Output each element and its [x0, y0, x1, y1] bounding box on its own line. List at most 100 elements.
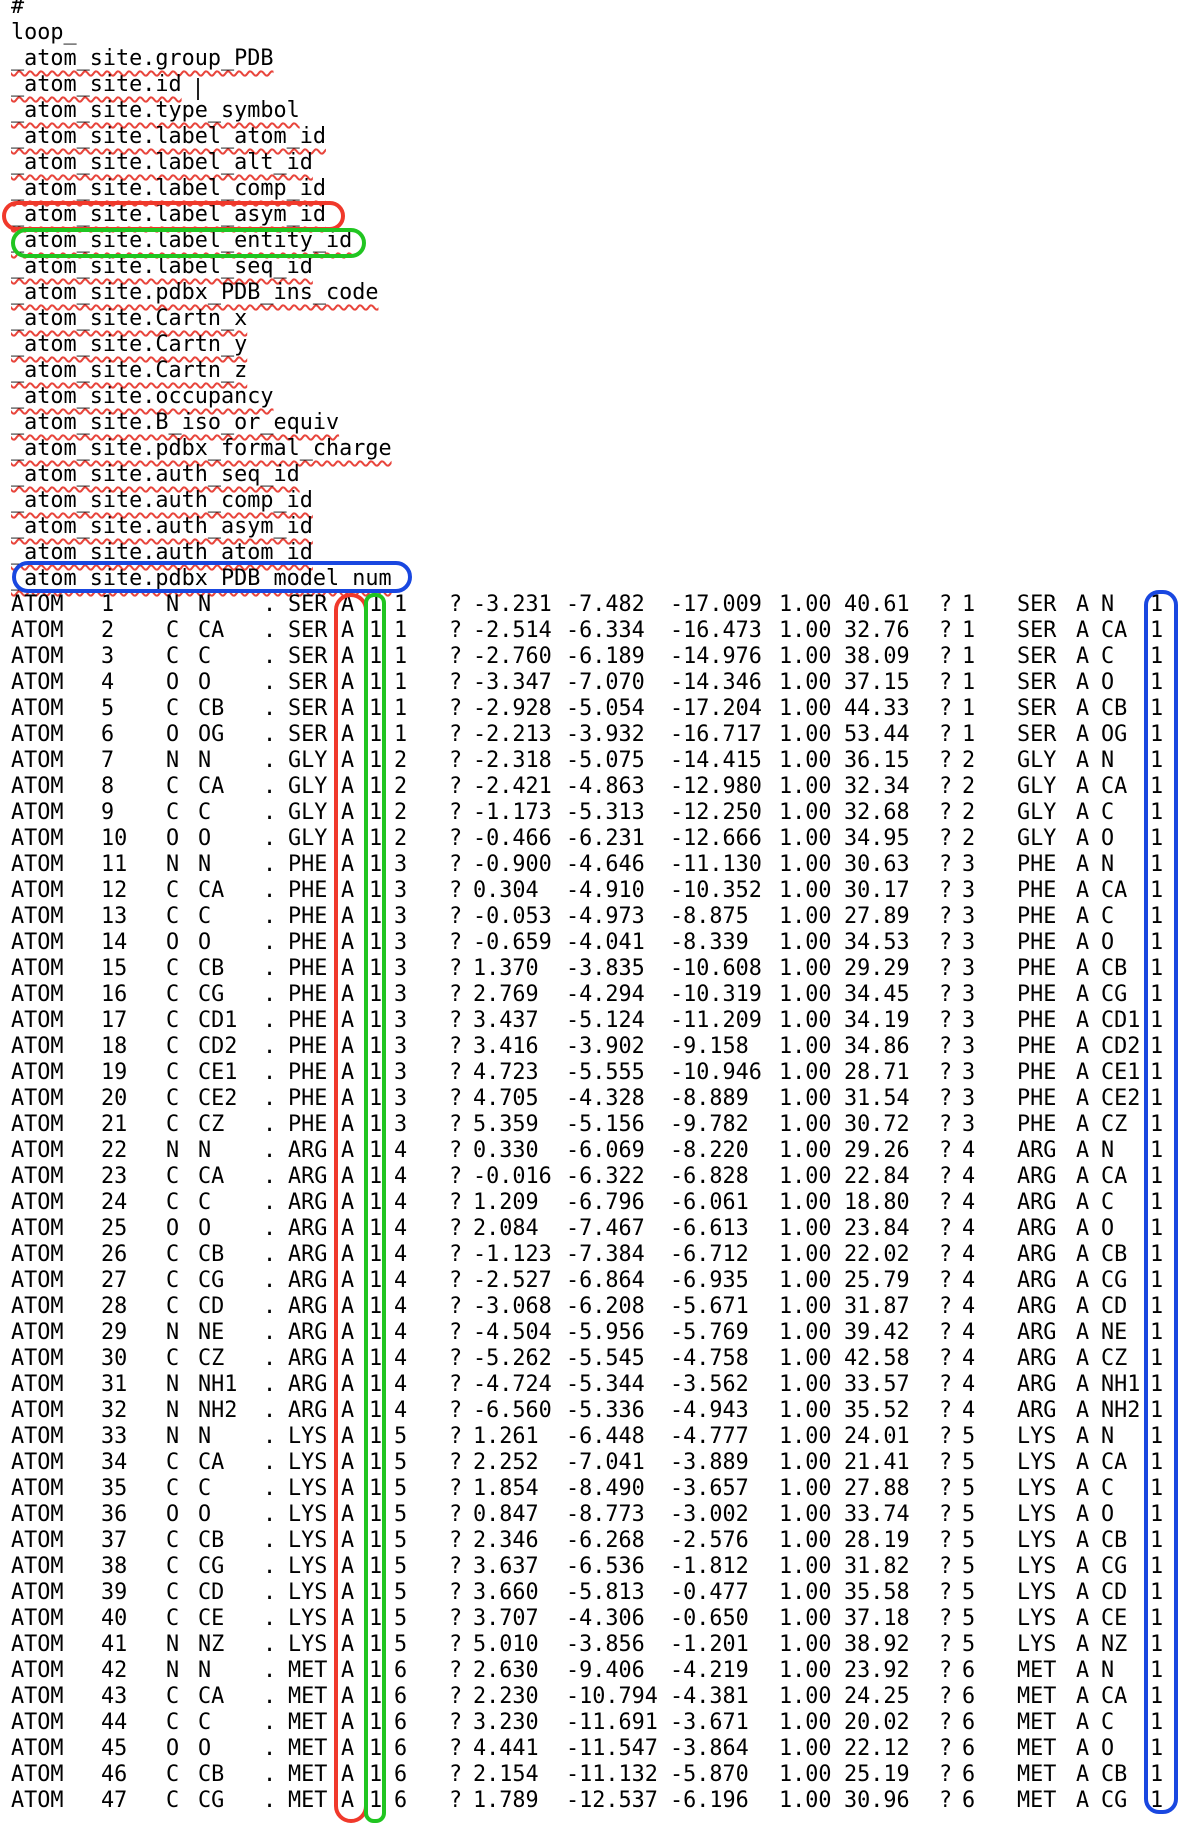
- atom-cell: 1: [394, 696, 408, 721]
- atom-cell: ?: [449, 1034, 463, 1059]
- atom-cell: PHE: [288, 852, 328, 877]
- atom-cell: .: [263, 1008, 277, 1033]
- atom-cell: CZ: [1101, 1112, 1128, 1137]
- atom-cell: 33.57: [844, 1372, 910, 1397]
- atom-cell: 1.370: [473, 956, 539, 981]
- atom-cell: 39: [101, 1580, 128, 1605]
- atom-cell: N: [198, 748, 212, 773]
- atom-cell: -3.902: [566, 1034, 645, 1059]
- atom-cell: 4: [394, 1346, 408, 1371]
- atom-cell: PHE: [288, 1086, 328, 1111]
- atom-cell: C: [166, 1710, 180, 1735]
- atom-cell: MET: [288, 1684, 328, 1709]
- atom-cell: ATOM: [11, 904, 64, 929]
- atom-cell: 22: [101, 1138, 128, 1163]
- atom-cell: 34.95: [844, 826, 910, 851]
- atom-cell: -4.973: [566, 904, 645, 929]
- tag-text: _atom_site.B_iso_or_equiv: [11, 410, 340, 435]
- atom-cell: C: [166, 1060, 180, 1085]
- atom-cell: A: [341, 1606, 355, 1631]
- atom-cell: -4.219: [670, 1658, 749, 1683]
- atom-cell: LYS: [1017, 1476, 1057, 1501]
- atom-cell: -8.220: [670, 1138, 749, 1163]
- atom-cell: 0.330: [473, 1138, 539, 1163]
- atom-cell: LYS: [288, 1450, 328, 1475]
- atom-cell: C: [1101, 1476, 1115, 1501]
- atom-cell: MET: [1017, 1710, 1057, 1735]
- atom-cell: 6: [962, 1762, 976, 1787]
- atom-cell: C: [166, 1580, 180, 1605]
- atom-cell: ?: [449, 592, 463, 617]
- atom-cell: O: [1101, 1502, 1115, 1527]
- atom-cell: -6.613: [670, 1216, 749, 1241]
- atom-cell: 5: [962, 1450, 976, 1475]
- atom-cell: A: [341, 1762, 355, 1787]
- atom-cell: GLY: [288, 774, 328, 799]
- atom-cell: ATOM: [11, 1502, 64, 1527]
- atom-cell: LYS: [288, 1580, 328, 1605]
- atom-cell: NH1: [198, 1372, 238, 1397]
- atom-cell: OG: [198, 722, 225, 747]
- atom-cell: 1.00: [779, 1528, 832, 1553]
- atom-cell: ATOM: [11, 1034, 64, 1059]
- atom-cell: ?: [939, 1554, 953, 1579]
- atom-cell: C: [1101, 644, 1115, 669]
- tag-text: _atom_site.Cartn_y: [11, 332, 248, 357]
- atom-cell: 1: [1150, 904, 1164, 929]
- atom-cell: NH2: [1101, 1398, 1141, 1423]
- atom-cell: 9: [101, 800, 115, 825]
- atom-cell: 4: [962, 1242, 976, 1267]
- atom-cell: 43: [101, 1684, 128, 1709]
- atom-cell: MET: [1017, 1762, 1057, 1787]
- atom-cell: PHE: [288, 1008, 328, 1033]
- atom-cell: 5: [962, 1476, 976, 1501]
- atom-cell: LYS: [288, 1606, 328, 1631]
- atom-cell: ?: [939, 618, 953, 643]
- atom-cell: 5: [394, 1580, 408, 1605]
- atom-cell: OG: [1101, 722, 1128, 747]
- atom-cell: 3: [962, 878, 976, 903]
- atom-cell: SER: [288, 670, 328, 695]
- atom-cell: A: [341, 1632, 355, 1657]
- atom-cell: 1.00: [779, 1762, 832, 1787]
- atom-cell: A: [1076, 1086, 1090, 1111]
- atom-cell: SER: [288, 696, 328, 721]
- atom-cell: -10.319: [670, 982, 762, 1007]
- atom-cell: -3.864: [670, 1736, 749, 1761]
- atom-cell: 8: [101, 774, 115, 799]
- atom-cell: 5: [394, 1476, 408, 1501]
- atom-cell: N: [198, 1658, 212, 1683]
- atom-cell: ATOM: [11, 1164, 64, 1189]
- atom-cell: GLY: [1017, 774, 1057, 799]
- atom-cell: LYS: [1017, 1580, 1057, 1605]
- atom-cell: 4: [394, 1164, 408, 1189]
- atom-cell: 1: [962, 722, 976, 747]
- atom-cell: C: [166, 1606, 180, 1631]
- atom-cell: 1: [394, 722, 408, 747]
- atom-cell: ATOM: [11, 1138, 64, 1163]
- atom-cell: ATOM: [11, 1320, 64, 1345]
- atom-cell: C: [166, 1788, 180, 1813]
- atom-cell: ?: [449, 1762, 463, 1787]
- atom-cell: 1: [369, 1346, 383, 1371]
- atom-cell: MET: [1017, 1684, 1057, 1709]
- atom-cell: 1: [369, 618, 383, 643]
- atom-cell: SER: [1017, 722, 1057, 747]
- atom-cell: .: [263, 1736, 277, 1761]
- atom-cell: A: [1076, 1008, 1090, 1033]
- atom-cell: ?: [449, 1710, 463, 1735]
- atom-cell: A: [1076, 1424, 1090, 1449]
- atom-cell: -2.213: [473, 722, 552, 747]
- atom-cell: 1: [369, 1086, 383, 1111]
- atom-cell: 1: [369, 1632, 383, 1657]
- atom-row: ATOM 37 C CB. LYS A 1 5? 2.346 -6.268 -2.576 1.00 28…: [0, 1528, 1188, 1554]
- atom-cell: 3: [394, 1060, 408, 1085]
- atom-cell: 34.45: [844, 982, 910, 1007]
- atom-cell: 1: [394, 618, 408, 643]
- atom-cell: PHE: [288, 1034, 328, 1059]
- atom-cell: MET: [288, 1788, 328, 1813]
- atom-cell: -3.068: [473, 1294, 552, 1319]
- text-cursor: [197, 78, 199, 100]
- atom-cell: ?: [939, 1242, 953, 1267]
- atom-cell: 31.54: [844, 1086, 910, 1111]
